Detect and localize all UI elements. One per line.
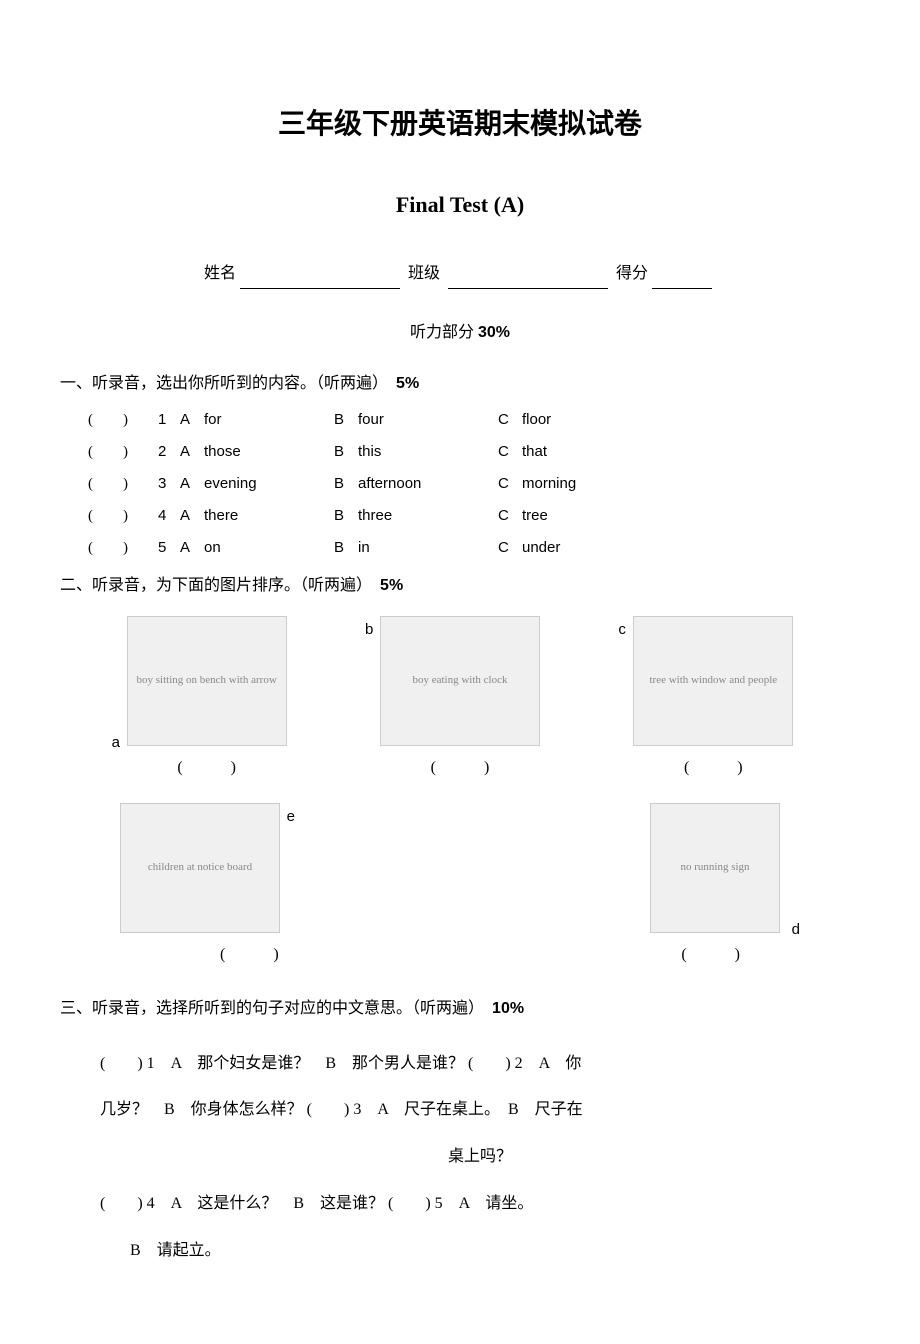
question-row: ( ) 3AeveningBafternoonCmorning	[88, 470, 860, 498]
section-2-images-row-2: e children at notice board no running si…	[60, 803, 860, 933]
answer-blank[interactable]: ( )	[88, 471, 158, 498]
question-number: 2	[158, 438, 180, 465]
image-a: a boy sitting on bench with arrow	[127, 616, 287, 746]
option-a-label: A	[180, 502, 204, 529]
section-3-title: 三、听录音，选择所听到的句子对应的中文意思。（听两遍） 10%	[60, 995, 860, 1024]
option-b-label: B	[334, 438, 358, 465]
option-c-text: morning	[522, 470, 622, 497]
score-label: 得分	[616, 265, 648, 282]
option-b-text: four	[358, 406, 498, 433]
section-3-line-4: ( ) 4 A 这是什么？ B 这是谁？ ( ) 5 A 请坐。	[100, 1182, 860, 1227]
question-row: ( ) 4AthereBthreeCtree	[88, 502, 860, 530]
image-b: b boy eating with clock	[380, 616, 540, 746]
section-3-line-3: 桌上吗？	[100, 1135, 860, 1180]
question-number: 3	[158, 470, 180, 497]
image-label-a: a	[112, 729, 120, 756]
option-c-label: C	[498, 406, 522, 433]
question-number: 5	[158, 534, 180, 561]
student-info-line: 姓名 班级 得分	[60, 260, 860, 289]
listening-header: 听力部分 30%	[60, 319, 860, 348]
question-row: ( ) 2AthoseBthisCthat	[88, 438, 860, 466]
option-b-text: three	[358, 502, 498, 529]
answer-blank[interactable]: ( )	[681, 941, 740, 970]
option-a-text: for	[204, 406, 334, 433]
option-c-label: C	[498, 534, 522, 561]
answer-blank[interactable]: ( )	[380, 754, 540, 783]
section-3: 三、听录音，选择所听到的句子对应的中文意思。（听两遍） 10% ( ) 1 A …	[60, 995, 860, 1274]
answer-blank[interactable]: ( )	[633, 754, 793, 783]
option-b-text: this	[358, 438, 498, 465]
question-row: ( ) 1AforBfourCfloor	[88, 406, 860, 434]
question-number: 4	[158, 502, 180, 529]
section-2: 二、听录音，为下面的图片排序。（听两遍） 5% a boy sitting on…	[60, 572, 860, 969]
option-c-text: that	[522, 438, 622, 465]
image-placeholder: boy sitting on bench with arrow	[127, 616, 287, 746]
option-a-text: there	[204, 502, 334, 529]
image-e: e children at notice board	[120, 803, 280, 933]
question-row: ( ) 5AonBinCunder	[88, 534, 860, 562]
answer-blank[interactable]: ( )	[88, 535, 158, 562]
option-c-text: floor	[522, 406, 622, 433]
answer-blank[interactable]: ( )	[88, 503, 158, 530]
class-blank[interactable]	[448, 271, 608, 289]
option-b-label: B	[334, 534, 358, 561]
class-label: 班级	[408, 265, 440, 282]
option-a-label: A	[180, 406, 204, 433]
image-label-d: d	[792, 916, 800, 943]
section-1: 一、听录音，选出你所听到的内容。（听两遍） 5% ( ) 1AforBfourC…	[60, 370, 860, 563]
sub-title: Final Test (A)	[60, 185, 860, 225]
section-1-body: ( ) 1AforBfourCfloor( ) 2AthoseBthisCtha…	[60, 406, 860, 562]
answer-blank[interactable]: ( )	[88, 439, 158, 466]
image-c: c tree with window and people	[633, 616, 793, 746]
section-3-line-1: ( ) 1 A 那个妇女是谁？ B 那个男人是谁？ ( ) 2 A 你	[100, 1042, 860, 1087]
section-3-line-2: 几岁？ B 你身体怎么样？ ( ) 3 A 尺子在桌上。 B 尺子在	[100, 1088, 860, 1133]
option-b-label: B	[334, 470, 358, 497]
option-b-label: B	[334, 502, 358, 529]
image-placeholder: no running sign	[650, 803, 780, 933]
option-c-text: under	[522, 534, 622, 561]
option-c-label: C	[498, 438, 522, 465]
answer-blank[interactable]: ( )	[127, 754, 287, 783]
image-placeholder: children at notice board	[120, 803, 280, 933]
question-number: 1	[158, 406, 180, 433]
image-label-e: e	[287, 803, 295, 830]
option-a-text: on	[204, 534, 334, 561]
image-placeholder: boy eating with clock	[380, 616, 540, 746]
answer-blank[interactable]: ( )	[88, 407, 158, 434]
option-b-label: B	[334, 406, 358, 433]
option-a-label: A	[180, 470, 204, 497]
section-1-title: 一、听录音，选出你所听到的内容。（听两遍） 5%	[60, 370, 860, 399]
section-2-images-row-1: a boy sitting on bench with arrow b boy …	[60, 616, 860, 746]
option-c-label: C	[498, 470, 522, 497]
name-label: 姓名	[204, 265, 236, 282]
image-d: no running sign d	[650, 803, 780, 933]
image-placeholder: tree with window and people	[633, 616, 793, 746]
option-a-text: evening	[204, 470, 334, 497]
option-a-text: those	[204, 438, 334, 465]
option-a-label: A	[180, 438, 204, 465]
section-2-paren-row-1: ( ) ( ) ( )	[60, 754, 860, 783]
option-b-text: in	[358, 534, 498, 561]
score-blank[interactable]	[652, 271, 712, 289]
name-blank[interactable]	[240, 271, 400, 289]
section-2-paren-row-2: ( ) ( )	[60, 941, 860, 970]
option-b-text: afternoon	[358, 470, 498, 497]
main-title: 三年级下册英语期末模拟试卷	[60, 100, 860, 150]
section-2-title: 二、听录音，为下面的图片排序。（听两遍） 5%	[60, 572, 860, 601]
section-3-body: ( ) 1 A 那个妇女是谁？ B 那个男人是谁？ ( ) 2 A 你 几岁？ …	[60, 1042, 860, 1274]
answer-blank[interactable]: ( )	[220, 941, 279, 970]
image-label-b: b	[365, 616, 373, 643]
section-3-line-5: B 请起立。	[100, 1229, 860, 1274]
image-label-c: c	[618, 616, 626, 643]
option-c-label: C	[498, 502, 522, 529]
option-c-text: tree	[522, 502, 622, 529]
option-a-label: A	[180, 534, 204, 561]
